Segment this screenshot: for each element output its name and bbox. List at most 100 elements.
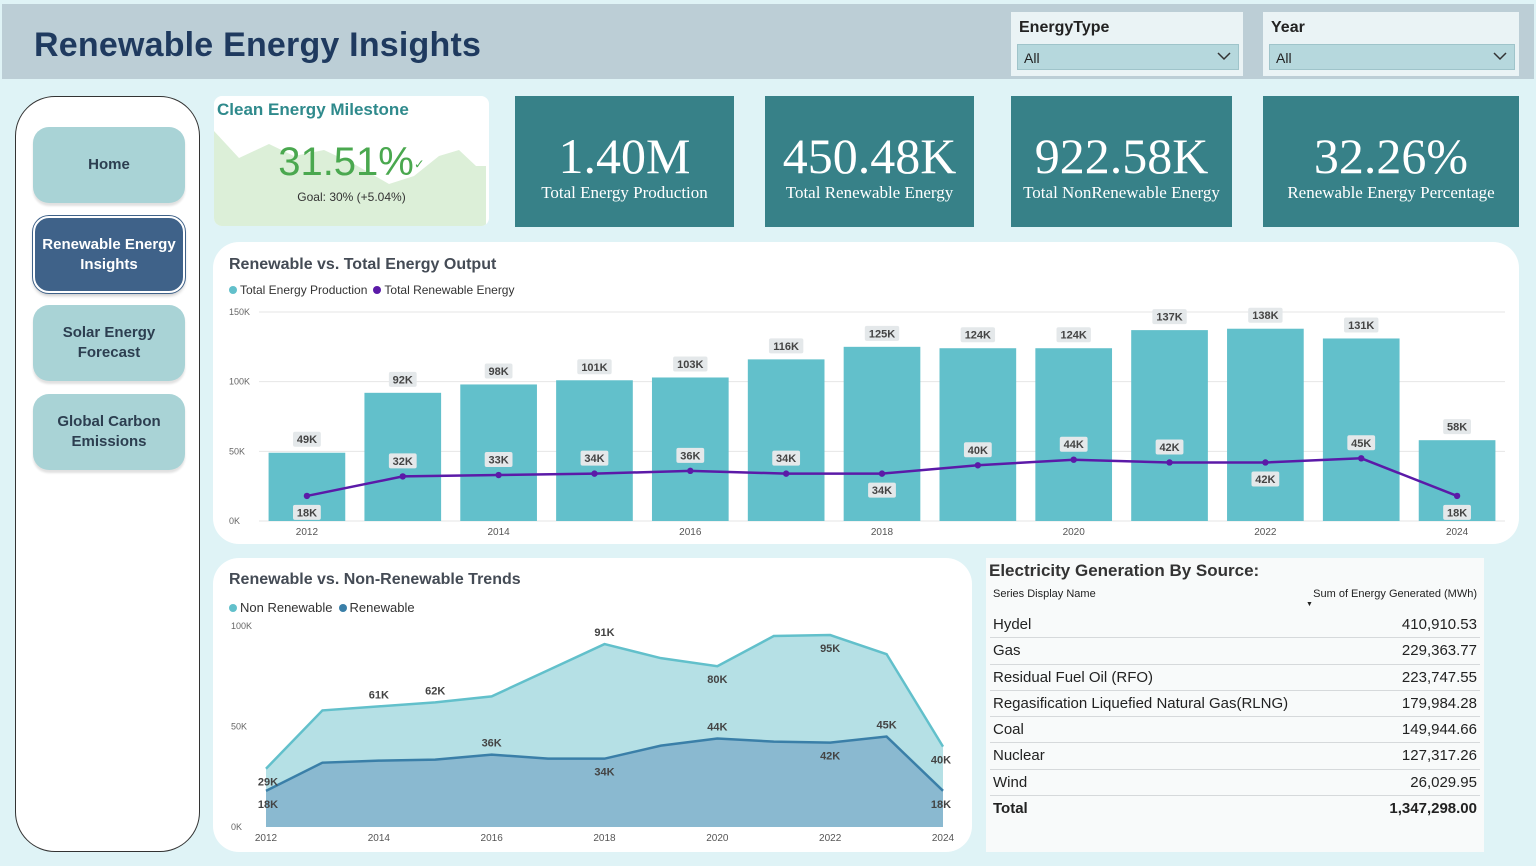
chart-title: Renewable vs. Non-Renewable Trends: [229, 571, 521, 588]
kpi-label: Renewable Energy Percentage: [1287, 183, 1495, 202]
series-line-renewable: [265, 735, 944, 792]
milestone-value: 31.51%✓: [278, 140, 425, 184]
legend-item: Non Renewable: [229, 600, 333, 615]
data-label-bg: [1059, 436, 1088, 452]
legend-dot: [229, 286, 237, 294]
data-label-bg: [293, 431, 321, 447]
data-label: 62K: [425, 685, 445, 697]
data-label: 18K: [931, 799, 951, 811]
x-tick-label: 2012: [296, 527, 319, 538]
nav-carbon-emissions-button[interactable]: Global Carbon Emissions: [33, 394, 185, 470]
kpi-total-renewable-energy: 450.48K Total Renewable Energy: [765, 96, 974, 227]
data-label: 42K: [1255, 474, 1275, 486]
x-tick-label: 2016: [481, 833, 504, 844]
renewable-vs-total-chart-card: Renewable vs. Total Energy Output Total …: [213, 242, 1519, 544]
data-label: 32K: [393, 456, 413, 468]
data-label-bg: [484, 363, 513, 379]
year-value: All: [1276, 50, 1292, 66]
legend-label: Total Energy Production: [240, 283, 368, 297]
bar: [1227, 328, 1304, 521]
x-tick-label: 2022: [1254, 527, 1277, 538]
line-point: [1358, 455, 1365, 462]
energy-type-dropdown[interactable]: All: [1017, 44, 1239, 70]
area-renewable: [266, 736, 943, 827]
navigation-panel: Home Renewable Energy Insights Solar Ene…: [15, 96, 200, 852]
data-label-bg: [1251, 471, 1280, 487]
data-label-bg: [768, 338, 804, 354]
y-tick-label: 50K: [231, 722, 247, 732]
year-dropdown[interactable]: All: [1269, 44, 1515, 70]
kpi-value: 32.26%: [1313, 128, 1469, 184]
bar: [1322, 338, 1400, 521]
table-row[interactable]: Nuclear 127,317.26: [990, 743, 1480, 770]
electricity-generation-table: Electricity Generation By Source: Series…: [986, 558, 1484, 852]
table-total-row[interactable]: Total 1,347,298.00: [990, 796, 1480, 822]
kpi-label: Total NonRenewable Energy: [1023, 183, 1220, 202]
data-label-bg: [868, 482, 896, 498]
line-point: [878, 470, 886, 477]
milestone-sparkline: [214, 131, 486, 226]
kpi-label: Total Energy Production: [541, 183, 708, 202]
x-tick-label: 2020: [1063, 527, 1086, 538]
x-tick-label: 2018: [593, 833, 616, 844]
bar: [939, 348, 1017, 521]
column-header-value[interactable]: Sum of Energy Generated (MWh): [1313, 588, 1477, 600]
nav-solar-forecast-button[interactable]: Solar Energy Forecast: [33, 305, 185, 381]
milestone-goal: Goal: 30% (+5.04%): [297, 190, 406, 204]
data-label: 91K: [594, 627, 614, 639]
table-row[interactable]: Regasification Liquefied Natural Gas(RLN…: [990, 691, 1480, 718]
table-row[interactable]: Coal 149,944.66: [990, 717, 1480, 744]
line-point: [303, 492, 311, 500]
bar: [1131, 330, 1208, 521]
data-label-bg: [1248, 307, 1283, 323]
data-label-bg: [1443, 504, 1471, 520]
bar: [747, 359, 825, 521]
table-row[interactable]: Residual Fuel Oil (RFO) 223,747.55: [990, 665, 1480, 691]
energy-type-label: EnergyType: [1019, 19, 1110, 36]
renewable-vs-total-chart: 150K 100K 50K 0K 2012 2014 2016 2018 2020 2022 202…: [229, 307, 1505, 538]
column-header-name[interactable]: Series Display Name: [993, 588, 1096, 600]
nav-renewable-insights-button[interactable]: Renewable Energy Insights: [33, 216, 185, 293]
table-row[interactable]: Gas 229,363.77: [990, 638, 1480, 665]
table-row[interactable]: Hydel 410,910.53: [990, 612, 1480, 639]
legend-label: Non Renewable: [240, 600, 333, 615]
line-point: [782, 470, 790, 477]
kpi-value: 1.40M: [558, 128, 691, 184]
table-row[interactable]: Wind 26,029.95: [990, 770, 1480, 797]
line-point: [1070, 456, 1077, 463]
legend-item: Total Renewable Energy: [373, 283, 514, 297]
data-label: 92K: [393, 374, 413, 386]
legend-label: Total Renewable Energy: [384, 283, 515, 297]
data-label: 49K: [297, 434, 317, 446]
source-name: Coal: [993, 721, 1024, 739]
data-label-bg: [1443, 419, 1471, 435]
data-label-bg: [1344, 317, 1379, 333]
data-label-bg: [577, 359, 612, 375]
data-label-bg: [772, 450, 801, 466]
kpi-total-nonrenewable-energy: 922.58K Total NonRenewable Energy: [1011, 96, 1232, 227]
nav-home-button[interactable]: Home: [33, 127, 185, 203]
x-tick-label: 2014: [487, 527, 510, 538]
table-title: Electricity Generation By Source:: [989, 561, 1260, 580]
data-label: 44K: [707, 722, 727, 734]
check-icon: ✓: [413, 156, 425, 172]
legend-dot: [373, 286, 382, 294]
data-label: 34K: [584, 453, 604, 465]
data-label: 33K: [489, 455, 509, 467]
data-label: 98K: [489, 366, 509, 378]
data-label: 116K: [773, 341, 799, 353]
y-tick-label: 0K: [229, 516, 240, 526]
x-tick-label: 2022: [819, 833, 842, 844]
kpi-renewable-energy-percentage: 32.26% Renewable Energy Percentage: [1263, 96, 1519, 227]
legend-label: Renewable: [349, 600, 415, 615]
data-label: 36K: [482, 738, 502, 750]
energy-generated-value: 26,029.95: [1410, 773, 1477, 791]
kpi-value: 922.58K: [1034, 128, 1209, 184]
line-point: [1262, 459, 1269, 466]
line-point: [399, 473, 406, 480]
data-label-bg: [1056, 327, 1091, 343]
y-tick-label: 50K: [229, 446, 245, 456]
data-label-bg: [484, 452, 513, 468]
x-tick-label: 2016: [679, 527, 702, 538]
